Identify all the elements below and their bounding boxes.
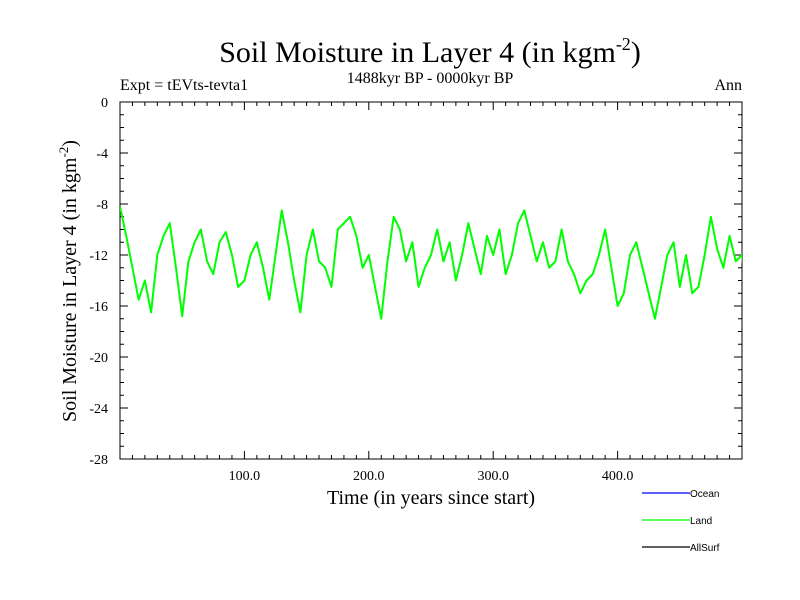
- chart-title: Soil Moisture in Layer 4 (in kgm-2): [219, 34, 641, 69]
- y-axis-label-text: Soil Moisture in Layer 4 (in kgm: [59, 157, 81, 422]
- chart-title-suffix: ): [631, 36, 641, 69]
- chart-title-text: Soil Moisture in Layer 4 (in kgm: [219, 36, 616, 69]
- legend-label-ocean: Ocean: [690, 489, 719, 500]
- y-tick-label: 0: [101, 96, 108, 111]
- x-tick-label: 400.0: [602, 469, 634, 484]
- axis-tick-labels: 0 -4 -8 -12 -16 -20 -24 -28 100.0 200.0 300.0 400.0: [89, 96, 633, 484]
- y-tick-label: -24: [89, 402, 108, 417]
- legend-label-allsurf: AllSurf: [690, 543, 720, 554]
- y-tick-label: -20: [89, 351, 108, 366]
- x-axis-label: Time (in years since start): [327, 487, 535, 509]
- plot-frame: [119, 101, 743, 460]
- y-tick-label: -28: [89, 453, 108, 468]
- y-axis-label-suffix: ): [59, 140, 81, 147]
- chart-title-superscript: -2: [616, 34, 631, 54]
- x-tick-label: 300.0: [477, 469, 509, 484]
- period-label: 1488kyr BP - 0000kyr BP: [347, 70, 514, 87]
- y-axis-label: Soil Moisture in Layer 4 (in kgm-2): [56, 140, 81, 422]
- y-tick-label: -16: [89, 300, 108, 315]
- y-tick-label: -4: [96, 147, 108, 162]
- x-tick-label: 100.0: [229, 469, 261, 484]
- legend: Ocean Land AllSurf: [642, 489, 720, 554]
- legend-label-land: Land: [690, 516, 712, 527]
- y-axis-label-superscript: -2: [56, 147, 71, 158]
- y-tick-label: -12: [89, 249, 108, 264]
- y-tick-label: -8: [96, 198, 108, 213]
- season-label: Ann: [714, 77, 742, 94]
- series-line-land: [120, 206, 742, 320]
- axis-ticks: [120, 101, 742, 460]
- experiment-label: Expt = tEVts-tevta1: [120, 77, 248, 94]
- x-tick-label: 200.0: [353, 469, 385, 484]
